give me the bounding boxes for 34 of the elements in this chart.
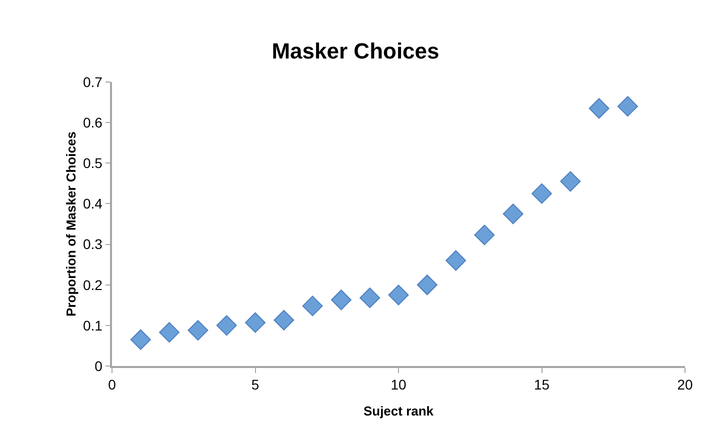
point	[532, 183, 552, 204]
point	[416, 274, 438, 296]
x-tick-label: 15	[534, 376, 550, 393]
point	[560, 171, 581, 192]
y-tick-label: 0.1	[82, 317, 103, 334]
y-tick-label: 0.3	[82, 236, 103, 252]
point	[617, 96, 638, 117]
point	[216, 315, 237, 336]
y-tick-label: 0.4	[82, 196, 103, 212]
point	[388, 284, 409, 306]
point	[130, 329, 151, 350]
point	[159, 322, 180, 343]
x-tick-label: 20	[677, 376, 693, 393]
y-tick-label: 0	[94, 358, 103, 374]
x-tick-label: 5	[251, 376, 260, 393]
x-tick-label: 10	[390, 376, 406, 393]
chart-title: Masker Choices	[272, 38, 440, 64]
y-axis-title: Proportion of Masker Choices	[64, 132, 78, 316]
point	[360, 288, 380, 308]
point	[274, 310, 294, 330]
point	[245, 312, 266, 333]
point	[330, 290, 352, 310]
point	[474, 224, 495, 246]
point	[502, 204, 524, 224]
x-axis-title: Suject rank	[363, 404, 434, 418]
y-tick-label: 0.6	[82, 114, 103, 130]
y-tick-label: 0.7	[82, 74, 103, 90]
point	[588, 98, 610, 119]
y-tick-label: 0.2	[82, 276, 103, 293]
y-tick-label: 0.5	[82, 155, 103, 172]
x-tick-label: 0	[108, 376, 116, 393]
point	[188, 320, 208, 341]
point	[446, 250, 466, 271]
point	[302, 296, 323, 316]
